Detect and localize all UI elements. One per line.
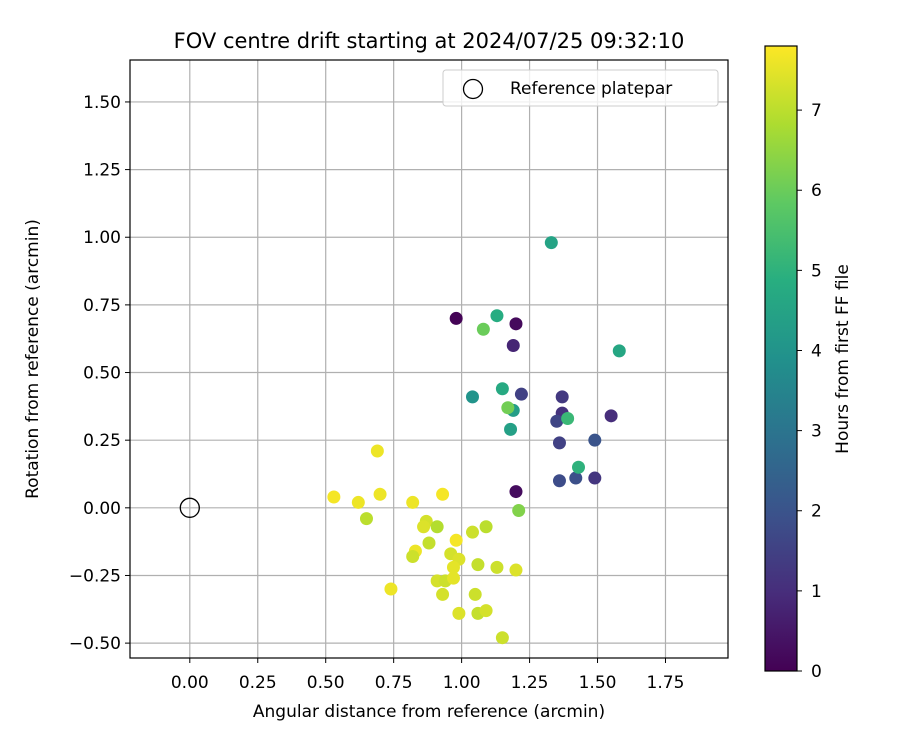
data-point — [512, 504, 526, 518]
y-tick-label: 0.00 — [83, 499, 121, 519]
grid-lines — [130, 60, 728, 658]
data-point — [509, 317, 523, 331]
data-point — [514, 387, 528, 401]
reference-marker-group — [179, 497, 200, 518]
y-tick-label: −0.25 — [69, 566, 121, 586]
x-tick-label: 1.00 — [443, 673, 481, 693]
y-tick-label: 0.75 — [83, 296, 121, 316]
data-point — [430, 520, 444, 534]
colorbar-tick-label: 0 — [811, 662, 822, 682]
data-point — [479, 520, 493, 534]
data-point — [446, 571, 460, 585]
x-axis-ticks: 0.00 0.25 0.50 0.75 1.00 1.25 1.50 1.75 — [171, 658, 685, 693]
data-point — [569, 471, 583, 485]
data-point — [544, 236, 558, 250]
data-point — [436, 587, 450, 601]
colorbar-label: Hours from first FF file — [833, 264, 853, 454]
data-point — [479, 604, 493, 618]
x-tick-label: 0.75 — [375, 673, 413, 693]
reference-platepar-marker — [179, 497, 200, 518]
data-point — [406, 550, 420, 564]
colorbar-tick-label: 3 — [811, 422, 822, 442]
y-tick-label: −0.50 — [69, 634, 121, 654]
data-point — [561, 412, 575, 426]
legend-box — [442, 69, 719, 107]
data-point — [509, 563, 523, 577]
data-point — [327, 490, 341, 504]
plot-frame — [129, 59, 729, 659]
data-point — [490, 309, 504, 323]
colorbar-tick-label: 7 — [811, 101, 822, 121]
scatter-points — [327, 236, 626, 645]
data-point — [509, 485, 523, 499]
data-point — [468, 587, 482, 601]
y-tick-label: 0.25 — [83, 431, 121, 451]
y-tick-label: 1.50 — [83, 93, 121, 113]
data-point — [588, 471, 602, 485]
data-point — [452, 606, 466, 620]
colorbar-tick-label: 5 — [811, 261, 822, 281]
data-point — [449, 311, 463, 325]
data-point — [449, 533, 463, 547]
data-point — [446, 560, 460, 574]
legend-reference-marker — [462, 78, 484, 100]
y-tick-label: 1.25 — [83, 161, 121, 181]
data-point — [370, 444, 384, 458]
y-axis-label: Rotation from reference (arcmin) — [23, 219, 43, 499]
data-point — [552, 436, 566, 450]
y-tick-label: 1.00 — [83, 228, 121, 248]
data-point — [604, 409, 618, 423]
colorbar-tick-label: 4 — [811, 341, 822, 361]
legend: Reference platepar — [442, 69, 719, 107]
data-point — [436, 487, 450, 501]
y-axis-ticks: −0.50 −0.25 0.00 0.25 0.50 0.75 1.00 1.25 1.50 — [69, 93, 130, 654]
x-axis-label: Angular distance from reference (arcmin) — [253, 702, 605, 722]
data-point — [406, 495, 420, 509]
data-point — [490, 560, 504, 574]
data-point — [495, 382, 509, 396]
x-tick-label: 1.25 — [511, 673, 549, 693]
data-point — [476, 322, 490, 336]
data-point — [555, 390, 569, 404]
data-point — [495, 631, 509, 645]
data-point — [501, 401, 515, 415]
colorbar-gradient — [765, 46, 797, 671]
x-tick-label: 1.50 — [579, 673, 617, 693]
x-tick-label: 0.25 — [239, 673, 277, 693]
data-point — [612, 344, 626, 358]
data-point — [359, 512, 373, 526]
data-point — [384, 582, 398, 596]
legend-label: Reference platepar — [510, 79, 672, 99]
x-tick-label: 1.75 — [647, 673, 685, 693]
colorbar-tick-label: 6 — [811, 181, 822, 201]
data-point — [552, 474, 566, 488]
y-tick-label: 0.50 — [83, 364, 121, 384]
x-tick-label: 0.50 — [307, 673, 345, 693]
data-point — [588, 433, 602, 447]
colorbar-tick-label: 2 — [811, 502, 822, 522]
data-point — [506, 338, 520, 352]
data-point — [471, 558, 485, 572]
data-point — [417, 520, 431, 534]
x-tick-label: 0.00 — [171, 673, 209, 693]
data-point — [351, 495, 365, 509]
data-point — [465, 390, 479, 404]
data-point — [572, 460, 585, 474]
data-point — [422, 536, 436, 550]
colorbar-frame — [764, 45, 798, 672]
data-point — [504, 422, 518, 436]
data-point — [550, 414, 564, 428]
data-point — [465, 525, 479, 539]
data-point — [373, 487, 387, 501]
colorbar-ticks: 0 1 2 3 4 5 6 7 — [797, 101, 822, 682]
chart-title: FOV centre drift starting at 2024/07/25 … — [174, 29, 685, 53]
colorbar: 0 1 2 3 4 5 6 7 Hours from first FF file — [764, 45, 853, 682]
colorbar-tick-label: 1 — [811, 582, 822, 602]
